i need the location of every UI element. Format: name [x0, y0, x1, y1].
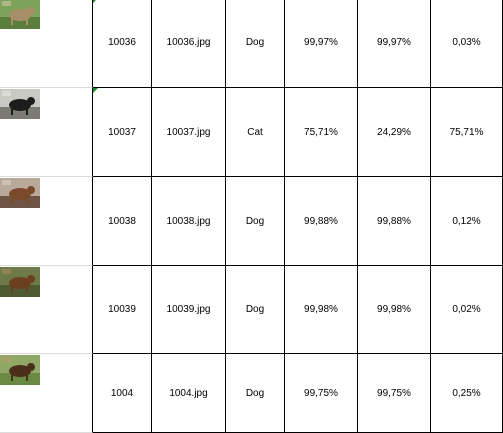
- image-id-cell[interactable]: 10038: [93, 177, 152, 266]
- probability-a-cell[interactable]: 99,88%: [358, 177, 431, 266]
- probability-a-cell[interactable]: 24,29%: [358, 88, 431, 177]
- filename-text: 10038.jpg: [166, 215, 211, 227]
- probability-b-cell[interactable]: 0,25%: [431, 354, 503, 433]
- probability-a-text: 99,97%: [377, 37, 411, 48]
- confidence-text: 99,98%: [304, 304, 338, 315]
- confidence-cell[interactable]: 99,88%: [285, 177, 358, 266]
- confidence-text: 75,71%: [304, 126, 338, 138]
- confidence-cell[interactable]: 99,97%: [285, 0, 358, 88]
- probability-b-text: 0,25%: [452, 387, 481, 399]
- table-row[interactable]: 10039 10039.jpg Dog 99,98% 99,98% 0,02%: [0, 266, 503, 354]
- image-id-text: 10039: [108, 304, 136, 315]
- probability-a-text: 99,88%: [377, 215, 411, 227]
- filename-text: 10036.jpg: [166, 37, 211, 48]
- filename-cell[interactable]: 10038.jpg: [152, 177, 226, 266]
- probability-b-text: 75,71%: [449, 126, 484, 138]
- thumbnail-cell[interactable]: [0, 0, 93, 88]
- table-row[interactable]: 1004 1004.jpg Dog 99,75% 99,75% 0,25%: [0, 354, 503, 433]
- probability-b-text: 0,02%: [452, 304, 481, 315]
- image-id-text: 10038: [108, 215, 136, 227]
- image-id-cell[interactable]: 10037: [93, 88, 152, 177]
- confidence-cell[interactable]: 99,75%: [285, 354, 358, 433]
- table-row[interactable]: 10036 10036.jpg Dog 99,97% 99,97% 0,03%: [0, 0, 503, 88]
- image-id-cell[interactable]: 10039: [93, 266, 152, 354]
- probability-a-cell[interactable]: 99,98%: [358, 266, 431, 354]
- probability-b-cell[interactable]: 0,02%: [431, 266, 503, 354]
- predicted-label-cell[interactable]: Cat: [226, 88, 285, 177]
- image-thumbnail[interactable]: [0, 89, 40, 119]
- confidence-text: 99,88%: [304, 215, 338, 227]
- predicted-label-cell[interactable]: Dog: [226, 354, 285, 433]
- filename-cell[interactable]: 10037.jpg: [152, 88, 226, 177]
- probability-a-text: 99,98%: [377, 304, 411, 315]
- thumbnail-cell[interactable]: [0, 88, 93, 177]
- image-thumbnail[interactable]: [0, 355, 40, 385]
- predicted-label-text: Dog: [245, 215, 265, 227]
- predicted-label-cell[interactable]: Dog: [226, 0, 285, 88]
- confidence-text: 99,75%: [304, 387, 338, 399]
- probability-b-text: 0,03%: [452, 37, 481, 48]
- image-id-text: 1004: [110, 387, 134, 399]
- filename-text: 10039.jpg: [166, 304, 211, 315]
- probability-b-cell[interactable]: 0,12%: [431, 177, 503, 266]
- probability-a-cell[interactable]: 99,75%: [358, 354, 431, 433]
- predicted-label-text: Dog: [245, 387, 265, 399]
- confidence-text: 99,97%: [304, 37, 338, 48]
- filename-cell[interactable]: 10036.jpg: [152, 0, 226, 88]
- probability-a-text: 99,75%: [377, 387, 411, 399]
- predicted-label-text: Cat: [247, 126, 263, 138]
- image-id-cell[interactable]: 10036: [93, 0, 152, 88]
- probability-b-cell[interactable]: 0,03%: [431, 0, 503, 88]
- confidence-cell[interactable]: 75,71%: [285, 88, 358, 177]
- probability-a-text: 24,29%: [377, 126, 411, 138]
- table-row[interactable]: 10038 10038.jpg Dog 99,88% 99,88% 0,12%: [0, 177, 503, 266]
- predicted-label-cell[interactable]: Dog: [226, 266, 285, 354]
- probability-a-cell[interactable]: 99,97%: [358, 0, 431, 88]
- image-thumbnail[interactable]: [0, 267, 40, 297]
- predicted-label-text: Dog: [245, 37, 265, 48]
- image-id-text: 10036: [108, 37, 136, 48]
- thumbnail-cell[interactable]: [0, 177, 93, 266]
- filename-text: 10037.jpg: [166, 126, 211, 138]
- probability-b-text: 0,12%: [452, 215, 481, 227]
- probability-b-cell[interactable]: 75,71%: [431, 88, 503, 177]
- thumbnail-cell[interactable]: [0, 266, 93, 354]
- comment-indicator-icon: [93, 88, 98, 93]
- filename-cell[interactable]: 1004.jpg: [152, 354, 226, 433]
- filename-text: 1004.jpg: [169, 387, 208, 399]
- table-row[interactable]: 10037 10037.jpg Cat 75,71% 24,29% 75,71%: [0, 88, 503, 177]
- confidence-cell[interactable]: 99,98%: [285, 266, 358, 354]
- image-thumbnail[interactable]: [0, 0, 40, 29]
- image-id-text: 10037: [108, 126, 136, 138]
- thumbnail-cell[interactable]: [0, 354, 93, 433]
- image-id-cell[interactable]: 1004: [93, 354, 152, 433]
- image-thumbnail[interactable]: [0, 178, 40, 208]
- predicted-label-cell[interactable]: Dog: [226, 177, 285, 266]
- filename-cell[interactable]: 10039.jpg: [152, 266, 226, 354]
- predicted-label-text: Dog: [245, 304, 265, 315]
- comment-indicator-icon: [93, 0, 98, 3]
